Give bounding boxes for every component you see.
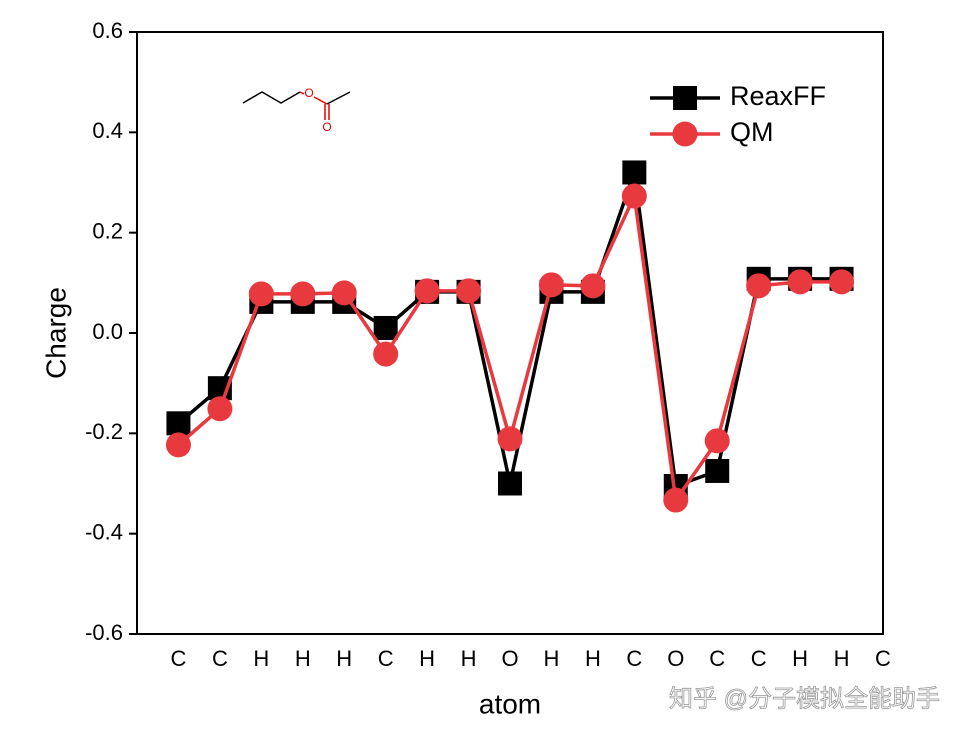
x-tick-label: C [212, 646, 228, 671]
x-tick-label: C [378, 646, 394, 671]
marker [498, 471, 522, 496]
x-tick-label: H [419, 646, 435, 671]
bond [313, 96, 328, 105]
marker [538, 272, 564, 298]
marker [331, 280, 357, 306]
y-tick-label: -0.2 [85, 419, 123, 444]
series-line [177, 189, 842, 505]
x-tick-label: H [585, 646, 601, 671]
marker [373, 341, 399, 367]
bond [299, 91, 305, 95]
x-tick-label: C [626, 646, 642, 671]
x-tick-label: C [709, 646, 725, 671]
y-tick-label: -0.4 [85, 519, 123, 544]
x-tick-label: H [461, 646, 477, 671]
y-tick-label: 0.2 [92, 218, 123, 243]
bond [326, 91, 351, 105]
marker [622, 160, 647, 185]
x-tick-label: H [792, 646, 808, 671]
marker [456, 278, 482, 304]
molecule [242, 91, 351, 120]
marker [207, 396, 233, 422]
marker [165, 432, 191, 458]
y-tick-label: 0.4 [92, 118, 123, 143]
x-tick-label: H [295, 646, 311, 671]
legend-marker [672, 121, 698, 147]
y-axis-label: Charge [40, 287, 71, 379]
marker [290, 281, 316, 307]
x-axis-label: atom [479, 688, 541, 719]
marker [414, 278, 440, 304]
legend-label: QM [730, 117, 774, 147]
marker [497, 426, 523, 452]
watermark: 知乎 @分子模拟全能助手 [669, 685, 940, 712]
x-tick-label: H [543, 646, 559, 671]
marker [373, 315, 398, 340]
x-tick-label: O [667, 646, 684, 671]
x-tick-label: C [170, 646, 186, 671]
bond [242, 91, 301, 104]
y-tick-label: 0.6 [92, 18, 123, 43]
x-tick-label: C [751, 646, 767, 671]
marker [787, 269, 813, 295]
atom-label: O [322, 120, 331, 134]
marker [166, 411, 191, 436]
marker [704, 428, 730, 454]
atom-label: O [304, 86, 313, 100]
y-tick-label: -0.6 [85, 620, 123, 645]
x-tick-label: H [253, 646, 269, 671]
x-tick-label: O [501, 646, 518, 671]
marker [829, 269, 855, 295]
x-tick-label: C [875, 646, 891, 671]
y-tick-label: 0.0 [92, 319, 123, 344]
x-tick-label: H [336, 646, 352, 671]
marker [580, 273, 606, 299]
legend-marker [673, 86, 697, 110]
marker [621, 183, 647, 209]
legend-label: ReaxFF [730, 81, 826, 111]
marker [746, 273, 772, 299]
marker [248, 281, 274, 307]
marker [705, 458, 730, 483]
x-tick-label: H [834, 646, 850, 671]
marker [663, 487, 689, 513]
